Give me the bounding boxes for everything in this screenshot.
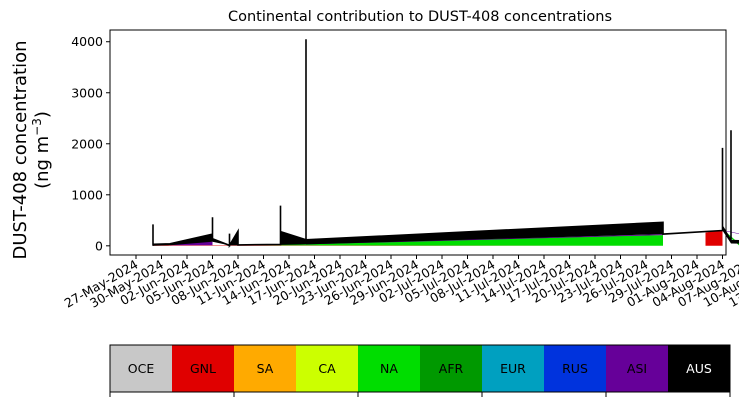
chart-title: Continental contribution to DUST-408 con… bbox=[228, 9, 612, 25]
legend-swatch-eur bbox=[482, 345, 544, 392]
legend-label-ca: CA bbox=[318, 361, 336, 376]
legend-label-rus: RUS bbox=[562, 361, 588, 376]
legend-swatch-aus bbox=[668, 345, 730, 392]
legend-colorbar: OCE GNL SA CA NA AFR EUR RUS ASI AUS bbox=[109, 344, 731, 397]
legend-swatch-rus bbox=[544, 345, 606, 392]
area-asi bbox=[153, 230, 739, 246]
y-tick-label: 4000 bbox=[71, 34, 103, 49]
legend-swatch-afr bbox=[420, 345, 482, 392]
y-axis-label-line1: DUST-408 concentration bbox=[10, 40, 31, 259]
area-aus bbox=[153, 39, 739, 246]
plot-area bbox=[152, 39, 739, 249]
legend-swatch-sa bbox=[234, 345, 296, 392]
legend-label-eur: EUR bbox=[500, 361, 526, 376]
legend-label-afr: AFR bbox=[439, 361, 464, 376]
total-outline bbox=[152, 39, 739, 249]
plot-frame bbox=[109, 29, 727, 256]
y-axis-label-line2: (ng m−3) bbox=[30, 111, 53, 189]
y-tick-label: 2000 bbox=[71, 136, 103, 151]
area-na bbox=[153, 229, 739, 246]
y-tick-label: 1000 bbox=[71, 187, 103, 202]
legend-label-na: NA bbox=[380, 361, 398, 376]
legend-label-sa: SA bbox=[257, 361, 274, 376]
legend-swatch-oce bbox=[110, 345, 172, 392]
legend-swatch-gnl bbox=[172, 345, 234, 392]
y-tick-label: 0 bbox=[95, 238, 103, 253]
y-axis-label: DUST-408 concentration (ng m−3) bbox=[10, 40, 53, 259]
x-axis: 27-May-202430-May-202402-Jun-202405-Jun-… bbox=[62, 255, 739, 311]
legend-swatch-na bbox=[358, 345, 420, 392]
legend-swatch-asi bbox=[606, 345, 668, 392]
y-tick-label: 3000 bbox=[71, 85, 103, 100]
legend-label-aus: AUS bbox=[686, 361, 712, 376]
y-axis: 0 1000 2000 3000 4000 bbox=[71, 34, 110, 253]
legend-label-gnl: GNL bbox=[190, 361, 216, 376]
legend-swatch-ca bbox=[296, 345, 358, 392]
legend-frame bbox=[109, 344, 731, 393]
legend-label-asi: ASI bbox=[627, 361, 647, 376]
legend-label-oce: OCE bbox=[128, 361, 155, 376]
